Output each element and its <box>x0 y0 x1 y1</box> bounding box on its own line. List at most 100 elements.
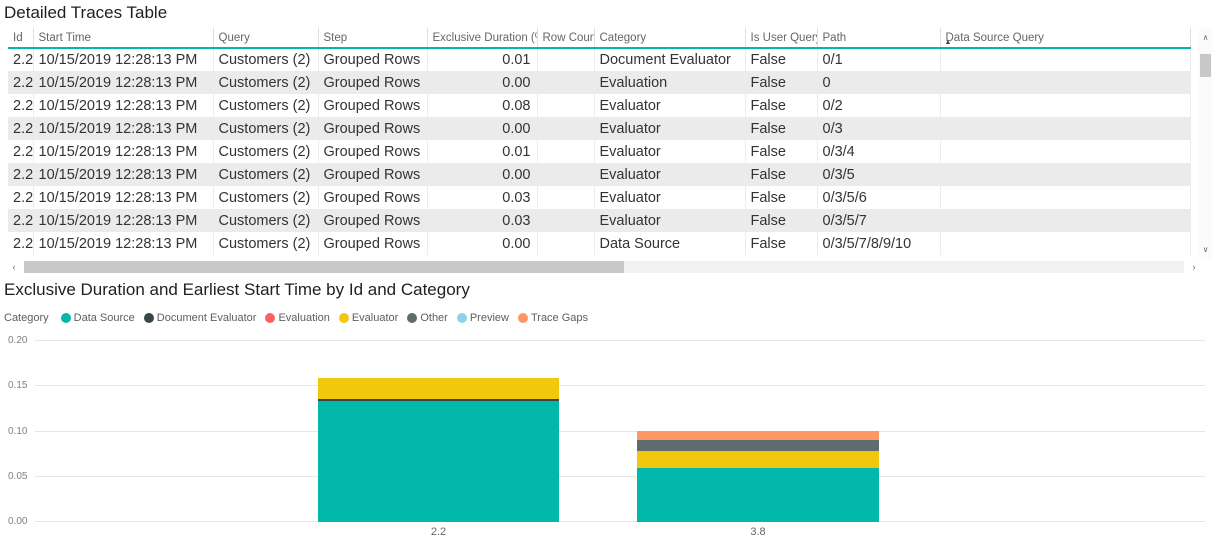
table-row[interactable]: 2.2 10/15/2019 12:28:13 PM Customers (2) Gr… <box>8 209 1191 232</box>
legend-item-preview[interactable]: Preview <box>456 312 509 324</box>
gridline <box>35 521 1205 522</box>
sort-ascending-icon: ▲ <box>944 39 952 46</box>
bar-segment-trace-gaps-3-8[interactable] <box>637 430 879 440</box>
table-cell: 0.08 <box>427 94 538 117</box>
table-cell: 0/3/5/7 <box>817 209 941 232</box>
table-cell: 10/15/2019 12:28:13 PM <box>33 71 214 94</box>
bar-segment-other-3-8[interactable] <box>637 439 879 451</box>
column-header-row-count[interactable]: Row Count <box>537 28 595 49</box>
table-cell: 0.03 <box>427 186 538 209</box>
legend-item-other[interactable]: Other <box>407 312 448 324</box>
table-cell: 0/3 <box>817 117 941 140</box>
table-vertical-scrollbar[interactable]: ∧ ∨ <box>1199 28 1212 259</box>
table-cell: Customers (2) <box>213 94 319 117</box>
table-cell: False <box>745 209 818 232</box>
column-header-label: Step <box>323 32 348 44</box>
scroll-left-icon[interactable]: ‹ <box>12 262 16 272</box>
data-source-swatch-icon <box>60 313 71 323</box>
vertical-scrollbar-thumb[interactable] <box>1200 54 1211 77</box>
column-header-is-user-query[interactable]: Is User Query <box>745 28 818 49</box>
chart-title: Exclusive Duration and Earliest Start Ti… <box>4 280 470 299</box>
table-cell <box>940 117 1191 140</box>
column-header-id[interactable]: Id <box>8 28 34 49</box>
bar-segment-data-source-3-8[interactable] <box>637 467 879 522</box>
legend-item-evaluator[interactable]: Evaluator <box>338 312 398 324</box>
table-cell: Grouped Rows <box>318 186 428 209</box>
table-cell <box>537 232 595 255</box>
bar-segment-document-evaluator-2-2[interactable] <box>318 398 559 401</box>
table-cell: False <box>745 48 818 71</box>
table-row[interactable]: 2.2 10/15/2019 12:28:13 PM Customers (2) Gr… <box>8 140 1191 163</box>
column-header-category[interactable]: Category <box>594 28 746 49</box>
table-body: 2.2 10/15/2019 12:28:13 PM Customers (2) Gr… <box>8 48 1191 255</box>
table-cell: 0/3/5 <box>817 163 941 186</box>
table-cell <box>537 186 595 209</box>
column-header-label: Is User Query <box>750 32 817 44</box>
y-axis-tick-label: 0.15 <box>8 380 28 392</box>
legend-item-data-source[interactable]: Data Source <box>60 312 135 324</box>
table-cell: 0.01 <box>427 48 538 71</box>
scroll-right-icon[interactable]: › <box>1192 262 1196 272</box>
table-cell: 2.2 <box>8 186 34 209</box>
table-cell: Customers (2) <box>213 71 319 94</box>
table-cell: 2.2 <box>8 94 34 117</box>
table-row[interactable]: 2.2 10/15/2019 12:28:13 PM Customers (2) Gr… <box>8 163 1191 186</box>
scroll-down-icon[interactable]: ∨ <box>1202 245 1209 254</box>
table-cell <box>537 163 595 186</box>
column-header-step[interactable]: Step <box>318 28 428 49</box>
column-header-data-source-query[interactable]: Data Source Query ▲ <box>940 28 1191 49</box>
column-header-label: Path <box>822 32 847 44</box>
table-row[interactable]: 2.2 10/15/2019 12:28:13 PM Customers (2) Gr… <box>8 48 1191 71</box>
bar-segment-data-source-2-2[interactable] <box>318 400 559 522</box>
column-header-path[interactable]: Path <box>817 28 941 49</box>
table-cell: 10/15/2019 12:28:13 PM <box>33 163 214 186</box>
table-row[interactable]: 2.2 10/15/2019 12:28:13 PM Customers (2) Gr… <box>8 186 1191 209</box>
bar-segment-evaluator-2-2[interactable] <box>318 378 559 399</box>
table-cell: False <box>745 117 818 140</box>
column-header-exclusive-duration[interactable]: Exclusive Duration (%) <box>427 28 538 49</box>
table-row[interactable]: 2.2 10/15/2019 12:28:13 PM Customers (2) Gr… <box>8 94 1191 117</box>
column-header-query[interactable]: Query <box>213 28 319 49</box>
y-axis-tick-label: 0.05 <box>8 470 28 482</box>
column-header-label: Id <box>13 32 23 44</box>
horizontal-scrollbar-thumb[interactable] <box>24 261 624 273</box>
legend-item-label: Document Evaluator <box>156 312 257 324</box>
table-cell: 2.2 <box>8 163 34 186</box>
bar-segment-evaluator-3-8[interactable] <box>637 450 879 468</box>
column-header-start-time[interactable]: Start Time <box>33 28 214 49</box>
table-cell: 0/3/5/6 <box>817 186 941 209</box>
scroll-up-icon[interactable]: ∧ <box>1202 33 1209 42</box>
table-cell <box>940 163 1191 186</box>
table-cell: Grouped Rows <box>318 48 428 71</box>
legend-item-evaluation[interactable]: Evaluation <box>265 312 330 324</box>
table-horizontal-scrollbar[interactable]: ‹ › <box>8 261 1200 273</box>
table-cell: 2.2 <box>8 117 34 140</box>
table-cell: 0.00 <box>427 71 538 94</box>
x-axis-tick-label: 2.2 <box>430 526 447 538</box>
chart-plot-area: 2.2 3.8 <box>35 340 1205 538</box>
gridline <box>35 430 1205 432</box>
table-cell: Evaluator <box>594 209 746 232</box>
evaluator-swatch-icon <box>338 313 349 323</box>
table-cell: 10/15/2019 12:28:13 PM <box>33 94 214 117</box>
table-head: Id Start Time Query Step Exclusive Duration … <box>8 28 1191 49</box>
table-cell: 10/15/2019 12:28:13 PM <box>33 209 214 232</box>
table-cell: Grouped Rows <box>318 94 428 117</box>
table-cell: Customers (2) <box>213 117 319 140</box>
table-row[interactable]: 2.2 10/15/2019 12:28:13 PM Customers (2) Gr… <box>8 232 1191 255</box>
table-cell: Grouped Rows <box>318 163 428 186</box>
table-cell: 0.00 <box>427 232 538 255</box>
table-cell: Evaluator <box>594 163 746 186</box>
table-cell <box>940 209 1191 232</box>
legend-item-document-evaluator[interactable]: Document Evaluator <box>143 312 257 324</box>
table-cell: False <box>745 71 818 94</box>
table-cell: Customers (2) <box>213 209 319 232</box>
table-row[interactable]: 2.2 10/15/2019 12:28:13 PM Customers (2) Gr… <box>8 71 1191 94</box>
table-cell: Customers (2) <box>213 186 319 209</box>
table-title: Detailed Traces Table <box>4 3 168 22</box>
table-row[interactable]: 2.2 10/15/2019 12:28:13 PM Customers (2) Gr… <box>8 117 1191 140</box>
legend-item-trace-gaps[interactable]: Trace Gaps <box>517 312 588 324</box>
table-cell: False <box>745 186 818 209</box>
table-cell <box>537 94 595 117</box>
